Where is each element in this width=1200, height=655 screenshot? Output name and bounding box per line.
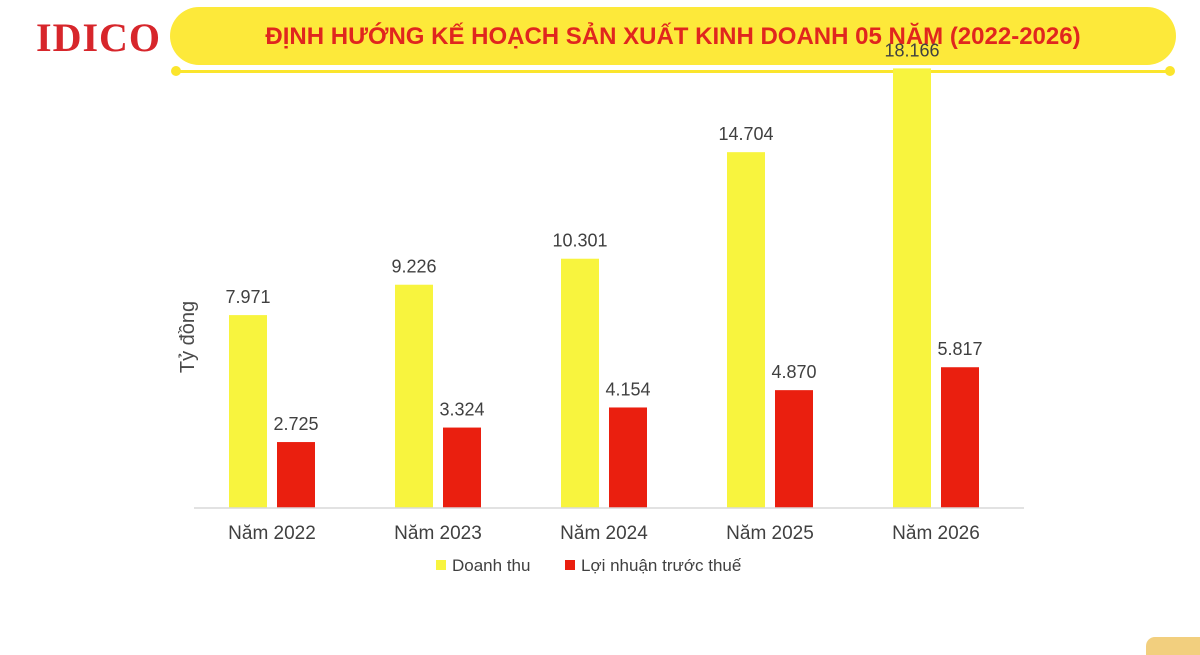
legend-swatch-profit bbox=[565, 560, 575, 570]
profit-bar bbox=[941, 367, 979, 508]
revenue-bar bbox=[727, 152, 765, 508]
profit-value-label: 3.324 bbox=[439, 400, 484, 420]
idico-logo: IDICO bbox=[36, 15, 162, 60]
x-tick-label: Năm 2026 bbox=[892, 523, 980, 544]
profit-bar bbox=[443, 427, 481, 508]
legend-label-revenue: Doanh thu bbox=[452, 556, 530, 575]
revenue-bar bbox=[893, 68, 931, 508]
profit-value-label: 2.725 bbox=[273, 414, 318, 434]
profit-value-label: 4.154 bbox=[605, 379, 650, 399]
revenue-value-label: 9.226 bbox=[391, 257, 436, 277]
legend: Doanh thu Lợi nhuận trước thuế bbox=[436, 556, 742, 575]
revenue-value-label: 18.166 bbox=[884, 40, 939, 60]
corner-decoration bbox=[1146, 637, 1200, 655]
revenue-bar bbox=[395, 284, 433, 508]
x-tick-label: Năm 2022 bbox=[228, 523, 316, 544]
divider-dot-right bbox=[1165, 66, 1175, 76]
title-banner: ĐỊNH HƯỚNG KẾ HOẠCH SẢN XUẤT KINH DOANH … bbox=[170, 7, 1176, 65]
revenue-value-label: 7.971 bbox=[225, 287, 270, 307]
revenue-value-label: 10.301 bbox=[552, 231, 607, 251]
revenue-bar bbox=[561, 258, 599, 508]
revenue-bar bbox=[229, 315, 267, 508]
legend-label-profit: Lợi nhuận trước thuế bbox=[581, 556, 742, 575]
revenue-value-label: 14.704 bbox=[718, 124, 773, 144]
profit-bar bbox=[277, 442, 315, 508]
bars-layer: 7.971 2.725 9.226 3.324 10.301 4.154 14.704 4.8… bbox=[225, 40, 983, 508]
profit-value-label: 5.817 bbox=[937, 339, 982, 359]
title-divider bbox=[176, 70, 1174, 73]
x-tick-label: Năm 2023 bbox=[394, 523, 482, 544]
profit-bar bbox=[609, 407, 647, 508]
page-title: ĐỊNH HƯỚNG KẾ HOẠCH SẢN XUẤT KINH DOANH … bbox=[265, 22, 1081, 50]
x-tick-labels: Năm 2022 Năm 2023 Năm 2024 Năm 2025 Năm 2026 bbox=[228, 523, 980, 544]
legend-swatch-revenue bbox=[436, 560, 446, 570]
x-tick-label: Năm 2025 bbox=[726, 523, 814, 544]
y-axis-label: Tỷ đồng bbox=[177, 301, 199, 373]
profit-bar bbox=[775, 390, 813, 508]
x-tick-label: Năm 2024 bbox=[560, 523, 648, 544]
divider-dot-left bbox=[171, 66, 181, 76]
profit-value-label: 4.870 bbox=[771, 362, 816, 382]
